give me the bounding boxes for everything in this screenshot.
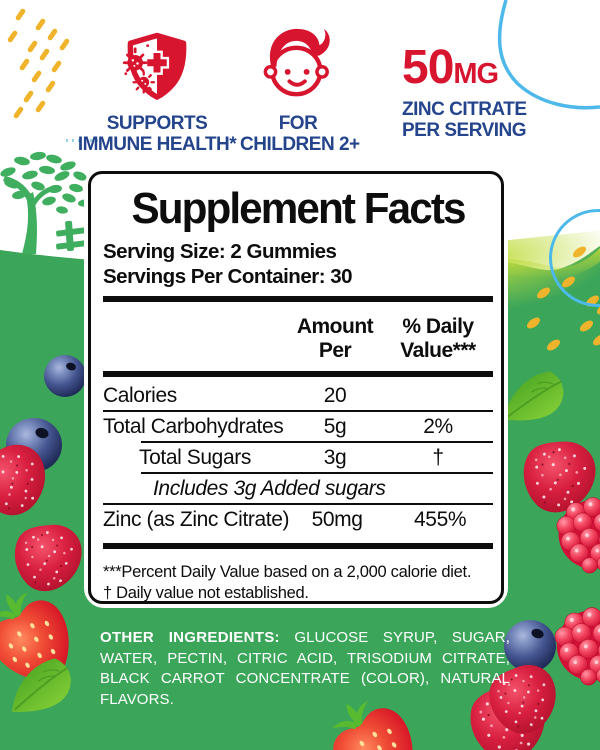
dosage-unit: MG: [453, 58, 499, 90]
footnote-daily-value: ***Percent Daily Value based on a 2,000 …: [103, 563, 472, 582]
nutrient-name: Total Carbohydrates: [103, 414, 284, 438]
servings-per-container: Servings Per Container: 30: [103, 264, 353, 288]
shield-cross-icon: [118, 30, 196, 108]
serving-size: Serving Size: 2 Gummies: [103, 240, 337, 263]
footnote-dagger: † Daily value not established.: [103, 584, 309, 603]
blue-curve-accent: [497, 0, 600, 110]
other-ingredients-label: OTHER INGREDIENTS:: [100, 629, 280, 646]
nutrient-row: Calories 20: [103, 381, 493, 410]
nutrient-amount: 50mg: [311, 507, 363, 531]
blueberry-image: [504, 620, 556, 672]
column-header-daily-value: % Daily Value***: [383, 315, 493, 363]
nutrient-row: Total Sugars 3g †: [103, 443, 493, 472]
badge-dosage-line1: ZINC CITRATE: [402, 99, 527, 120]
nutrition-rows: Calories 20 Total Carbohydrates 5g 2% To…: [103, 381, 493, 534]
leaf-image: [3, 649, 83, 723]
column-header-dv-line2: Value***: [400, 339, 476, 363]
row-divider: [141, 472, 493, 475]
nutrient-dv: †: [432, 445, 444, 469]
nutrient-name: Includes 3g Added sugars: [153, 476, 386, 500]
thick-divider: [103, 296, 493, 303]
column-header-amount: Amount Per: [287, 315, 383, 363]
supplement-facts-panel: Supplement Facts Serving Size: 2 Gummies…: [84, 167, 508, 608]
nutrient-row: Total Carbohydrates 5g 2%: [103, 412, 493, 441]
nutrient-dv: 2%: [423, 414, 453, 438]
raspberry-image: [550, 488, 600, 574]
nutrient-row: Zinc (as Zinc Citrate) 50mg 455%: [103, 505, 493, 534]
nutrient-amount: 20: [323, 383, 347, 407]
panel-title: Supplement Facts: [131, 184, 466, 233]
badge-immune-line1: SUPPORTS: [106, 113, 208, 134]
badge-children-line1: FOR: [278, 113, 318, 134]
nutrient-amount: 5g: [323, 414, 347, 438]
blueberry-image: [44, 355, 86, 397]
column-header-amount-line1: Amount: [296, 315, 374, 339]
other-ingredients: OTHER INGREDIENTS: GLUCOSE SYRUP, SUGAR,…: [100, 628, 510, 711]
table-header-row: Amount Per % Daily Value***: [103, 306, 493, 367]
other-ingredients-text: GLUCOSE SYRUP, SUGAR, WATER, PECTIN, CIT…: [100, 629, 510, 709]
child-face-icon: [255, 22, 341, 108]
nutrient-dv: 455%: [414, 507, 467, 531]
footnotes: ***Percent Daily Value based on a 2,000 …: [103, 562, 493, 603]
thick-divider: [103, 543, 493, 550]
supplement-facts-inner: Supplement Facts Serving Size: 2 Gummies…: [88, 171, 504, 604]
row-divider: [141, 441, 493, 444]
badge-dosage: 50MG ZINC CITRATE PER SERVING: [388, 44, 542, 142]
badge-children-line2: CHILDREN 2+: [240, 133, 360, 155]
thick-divider: [103, 371, 493, 378]
nutrient-dv: 6%: [481, 477, 501, 501]
nutrient-name: Calories: [103, 383, 177, 407]
nutrient-name: Zinc (as Zinc Citrate): [103, 507, 290, 531]
badge-for-children: FOR CHILDREN 2+: [240, 22, 360, 156]
badge-immune-support: SUPPORTS IMMUNE HEALTH*: [70, 30, 244, 156]
dosage-amount: 50MG: [402, 44, 542, 92]
badge-immune-line2: IMMUNE HEALTH*: [77, 133, 237, 155]
row-divider: [103, 503, 493, 506]
dotted-line-accent: [66, 139, 112, 142]
badge-dosage-line2: PER SERVING: [402, 119, 527, 141]
column-header-dv-line1: % Daily: [402, 315, 474, 339]
row-divider: [103, 410, 493, 413]
nutrient-name: Total Sugars: [139, 445, 251, 469]
dosage-number: 50: [402, 41, 454, 94]
nutrient-amount: 3g: [323, 445, 347, 469]
column-header-amount-line2: Per: [318, 339, 352, 363]
nutrient-row: Includes 3g Added sugars 6%: [103, 474, 493, 503]
